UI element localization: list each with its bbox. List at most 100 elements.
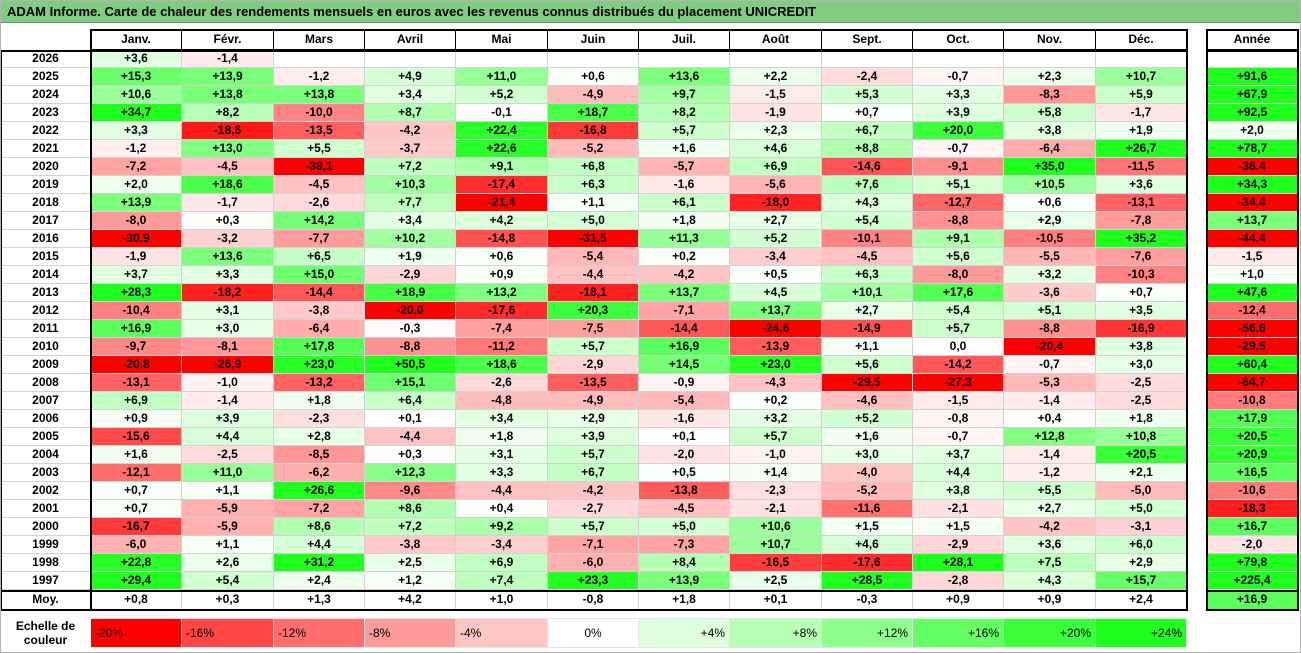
heatmap-cell: -4,0	[822, 464, 913, 482]
heatmap-cell: +0,4	[1004, 410, 1096, 428]
heatmap-cell: +1,6	[91, 446, 182, 464]
heatmap-cell: +23,0	[274, 356, 365, 374]
heatmap-cell: -2,3	[730, 482, 822, 500]
heatmap-cell: -8,8	[1004, 320, 1096, 338]
annual-total-cell: +17,9	[1207, 410, 1298, 428]
heatmap-cell: +6,0	[1096, 536, 1187, 554]
average-row-label: Moy.	[32, 592, 59, 606]
row-label: 2009	[0, 356, 91, 374]
heatmap-cell: +0,7	[1096, 284, 1187, 302]
heatmap-cell: -4,5	[274, 176, 365, 194]
heatmap-cell: -5,4	[639, 392, 730, 410]
heatmap-cell: +2,1	[1096, 464, 1187, 482]
heatmap-cell: -4,2	[548, 482, 639, 500]
heatmap-cell: +8,8	[822, 140, 913, 158]
heatmap-cell: +6,1	[639, 194, 730, 212]
heatmap-cell: +5,0	[639, 518, 730, 536]
annual-total-cell: -44,4	[1207, 230, 1298, 248]
heatmap-cell: -1,5	[913, 392, 1004, 410]
heatmap-cell: +8,6	[365, 500, 456, 518]
heatmap-cell: +1,2	[365, 572, 456, 590]
heatmap-cell: -3,8	[365, 536, 456, 554]
heatmap-cell: +1,6	[639, 140, 730, 158]
heatmap-cell: -2,9	[548, 356, 639, 374]
heatmap-cell: +12,8	[1004, 428, 1096, 446]
heatmap-cell: +3,5	[1096, 302, 1187, 320]
heatmap-cell: +2,5	[365, 554, 456, 572]
heatmap-cell: -13,1	[91, 374, 182, 392]
heatmap-cell: -17,6	[822, 554, 913, 572]
heatmap-cell: -11,6	[822, 500, 913, 518]
heatmap-cell: +11,0	[182, 464, 274, 482]
heatmap-cell: +13,9	[639, 572, 730, 590]
heatmap-cell: +13,6	[182, 248, 274, 266]
heatmap-cell: +6,9	[456, 554, 548, 572]
average-cell: +0,8	[91, 590, 182, 610]
heatmap-cell: +9,2	[456, 518, 548, 536]
average-cell: +1,3	[274, 590, 365, 610]
heatmap-cell: +7,2	[365, 158, 456, 176]
heatmap-cell: +5,7	[548, 518, 639, 536]
average-cell: +4,2	[365, 590, 456, 610]
heatmap-cell: -9,7	[91, 338, 182, 356]
heatmap-cell: +0,9	[456, 266, 548, 284]
heatmap-cell: -14,9	[822, 320, 913, 338]
heatmap-cell: +28,5	[822, 572, 913, 590]
heatmap-cell: -6,4	[274, 320, 365, 338]
heatmap-cell: -7,8	[1096, 212, 1187, 230]
heatmap-cell: +4,4	[182, 428, 274, 446]
heatmap-cell: -5,5	[1004, 248, 1096, 266]
heatmap-cell: +23,0	[730, 356, 822, 374]
heatmap-cell: +0,2	[639, 248, 730, 266]
heatmap-cell: +13,7	[639, 284, 730, 302]
heatmap-cell: +5,5	[274, 140, 365, 158]
annual-total-cell: -1,5	[1207, 248, 1298, 266]
heatmap-cell: -1,0	[182, 374, 274, 392]
heatmap-cell: -0,3	[365, 320, 456, 338]
row-label: 2006	[0, 410, 91, 428]
heatmap-cell: +4,9	[365, 68, 456, 86]
heatmap-cell: -12,1	[91, 464, 182, 482]
heatmap-cell: -16,5	[730, 554, 822, 572]
row-label: 1999	[0, 536, 91, 554]
annual-total-cell: +1,0	[1207, 266, 1298, 284]
column-header: Févr.	[182, 29, 274, 50]
heatmap-cell: +35,2	[1096, 230, 1187, 248]
row-label: 2000	[0, 518, 91, 536]
heatmap-cell: -4,8	[456, 392, 548, 410]
heatmap-cell: +0,1	[639, 428, 730, 446]
heatmap-cell: +6,7	[548, 464, 639, 482]
heatmap-cell: -5,2	[822, 482, 913, 500]
row-label: 2005	[0, 428, 91, 446]
row-label: 2021	[0, 140, 91, 158]
annual-total-cell: +34,3	[1207, 176, 1298, 194]
heatmap-cell: +4,3	[822, 194, 913, 212]
heatmap-cell: -7,4	[456, 320, 548, 338]
heatmap-cell: +20,3	[548, 302, 639, 320]
heatmap-cell: -5,4	[548, 248, 639, 266]
heatmap-cell: +6,5	[274, 248, 365, 266]
heatmap-cell: +3,4	[365, 86, 456, 104]
heatmap-cell: +15,7	[1096, 572, 1187, 590]
heatmap-cell: +13,9	[91, 194, 182, 212]
heatmap-cell	[365, 50, 456, 68]
heatmap-cell: -4,3	[730, 374, 822, 392]
heatmap-cell: +2,7	[730, 212, 822, 230]
annual-total-cell: -36,4	[1207, 158, 1298, 176]
heatmap-cell: -4,6	[822, 392, 913, 410]
heatmap-cell: -3,6	[1004, 284, 1096, 302]
heatmap-cell: +1,1	[822, 338, 913, 356]
heatmap-cell: -8,0	[91, 212, 182, 230]
annual-total-cell: +60,4	[1207, 356, 1298, 374]
heatmap-cell: -7,5	[548, 320, 639, 338]
color-scale-swatch: +4%	[639, 618, 730, 648]
annual-total-cell: +13,7	[1207, 212, 1298, 230]
heatmap-cell: -1,4	[182, 50, 274, 68]
heatmap-cell: +3,0	[822, 446, 913, 464]
column-header: Oct.	[913, 29, 1004, 50]
heatmap-cell	[456, 50, 548, 68]
heatmap-cell: +3,7	[91, 266, 182, 284]
heatmap-cell: +1,9	[365, 248, 456, 266]
heatmap-cell: -9,6	[365, 482, 456, 500]
heatmap-cell: -8,8	[913, 212, 1004, 230]
